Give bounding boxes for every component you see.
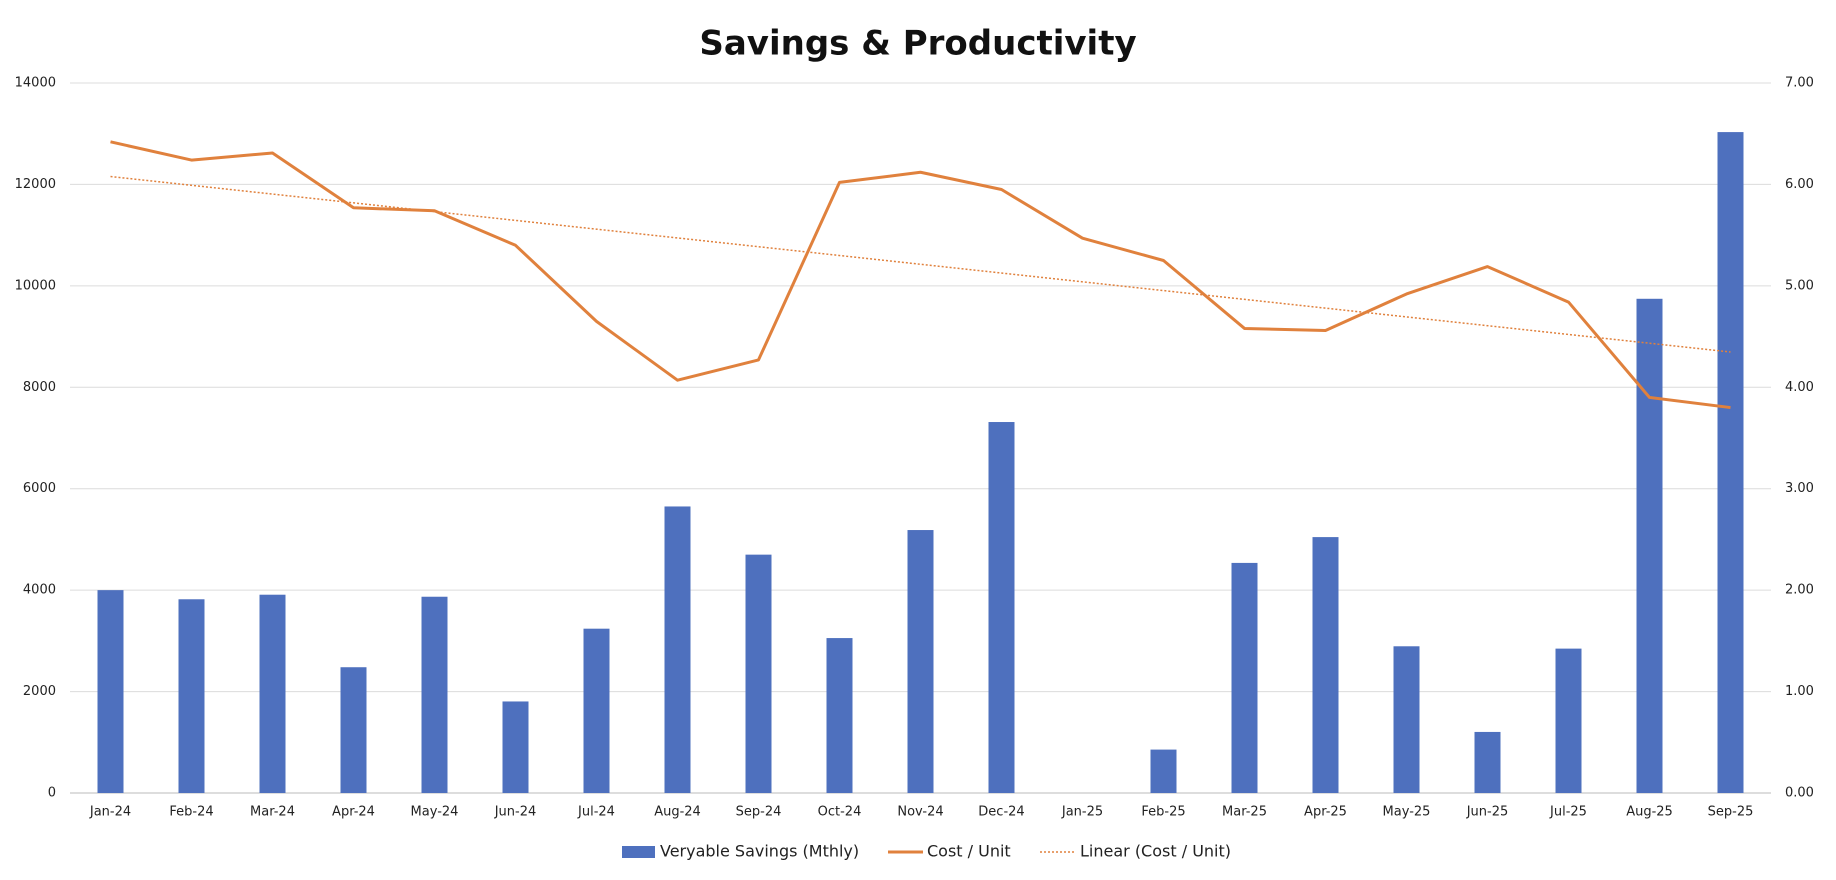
legend-swatch — [622, 846, 655, 858]
x-tick-label: Nov-24 — [897, 805, 943, 820]
y2-tick-label: 3.00 — [1785, 481, 1814, 496]
bar — [1150, 749, 1177, 793]
x-tick-label: Feb-25 — [1141, 805, 1185, 820]
y2-tick-label: 6.00 — [1785, 177, 1814, 192]
bar — [1555, 648, 1582, 793]
bar — [988, 422, 1015, 793]
bar — [745, 554, 772, 793]
bar — [664, 506, 691, 793]
bar — [421, 596, 448, 793]
x-tick-label: Dec-24 — [978, 805, 1024, 820]
x-tick-label: Jun-25 — [1466, 805, 1509, 820]
y-tick-label: 12000 — [15, 177, 56, 192]
line — [110, 140, 1731, 410]
bar — [583, 628, 610, 793]
x-tick-label: May-25 — [1383, 805, 1431, 820]
y-tick-label: 8000 — [23, 380, 56, 395]
bar — [826, 638, 853, 793]
y-tick-label: 4000 — [23, 583, 56, 598]
trend-line — [110, 175, 1731, 353]
x-tick-label: Apr-24 — [332, 805, 375, 820]
x-tick-label: Sep-25 — [1708, 805, 1754, 820]
bar — [259, 594, 286, 793]
x-tick-label: Mar-25 — [1222, 805, 1267, 820]
bar — [502, 701, 529, 793]
legend-label: Veryable Savings (Mthly) — [660, 842, 859, 861]
x-tick-label: Jul-24 — [577, 805, 615, 820]
x-tick-label: Apr-25 — [1304, 805, 1347, 820]
x-tick-label: Jul-25 — [1549, 805, 1587, 820]
bar — [1636, 298, 1663, 793]
y-tick-label: 14000 — [15, 76, 56, 91]
x-tick-label: Aug-25 — [1626, 805, 1673, 820]
y2-tick-label: 0.00 — [1785, 786, 1814, 801]
y2-tick-label: 4.00 — [1785, 380, 1814, 395]
y2-tick-label: 7.00 — [1785, 76, 1814, 91]
x-tick-label: Feb-24 — [169, 805, 213, 820]
y-tick-label: 10000 — [15, 278, 56, 293]
x-tick-label: Aug-24 — [654, 805, 701, 820]
x-tick-label: Jan-24 — [89, 805, 131, 820]
bar — [340, 667, 367, 793]
bar — [1231, 562, 1258, 793]
y2-tick-label: 2.00 — [1785, 583, 1814, 598]
legend-label: Linear (Cost / Unit) — [1080, 842, 1231, 861]
chart-title: Savings & Productivity — [699, 24, 1136, 64]
legend-label: Cost / Unit — [927, 842, 1011, 861]
bar — [907, 530, 934, 793]
bar — [1393, 646, 1420, 793]
x-tick-label: Sep-24 — [736, 805, 782, 820]
x-tick-label: Mar-24 — [250, 805, 295, 820]
y2-tick-label: 5.00 — [1785, 278, 1814, 293]
x-tick-label: May-24 — [411, 805, 459, 820]
y-tick-label: 0 — [48, 786, 56, 801]
bar — [178, 599, 205, 793]
x-tick-label: Jan-25 — [1061, 805, 1103, 820]
bar — [97, 590, 124, 793]
y-tick-label: 2000 — [23, 684, 56, 699]
bar — [1717, 132, 1744, 793]
y-tick-label: 6000 — [23, 481, 56, 496]
x-tick-label: Jun-24 — [494, 805, 537, 820]
bar — [1312, 537, 1339, 793]
bar — [1474, 731, 1501, 793]
x-tick-label: Oct-24 — [818, 805, 862, 820]
y2-tick-label: 1.00 — [1785, 684, 1814, 699]
